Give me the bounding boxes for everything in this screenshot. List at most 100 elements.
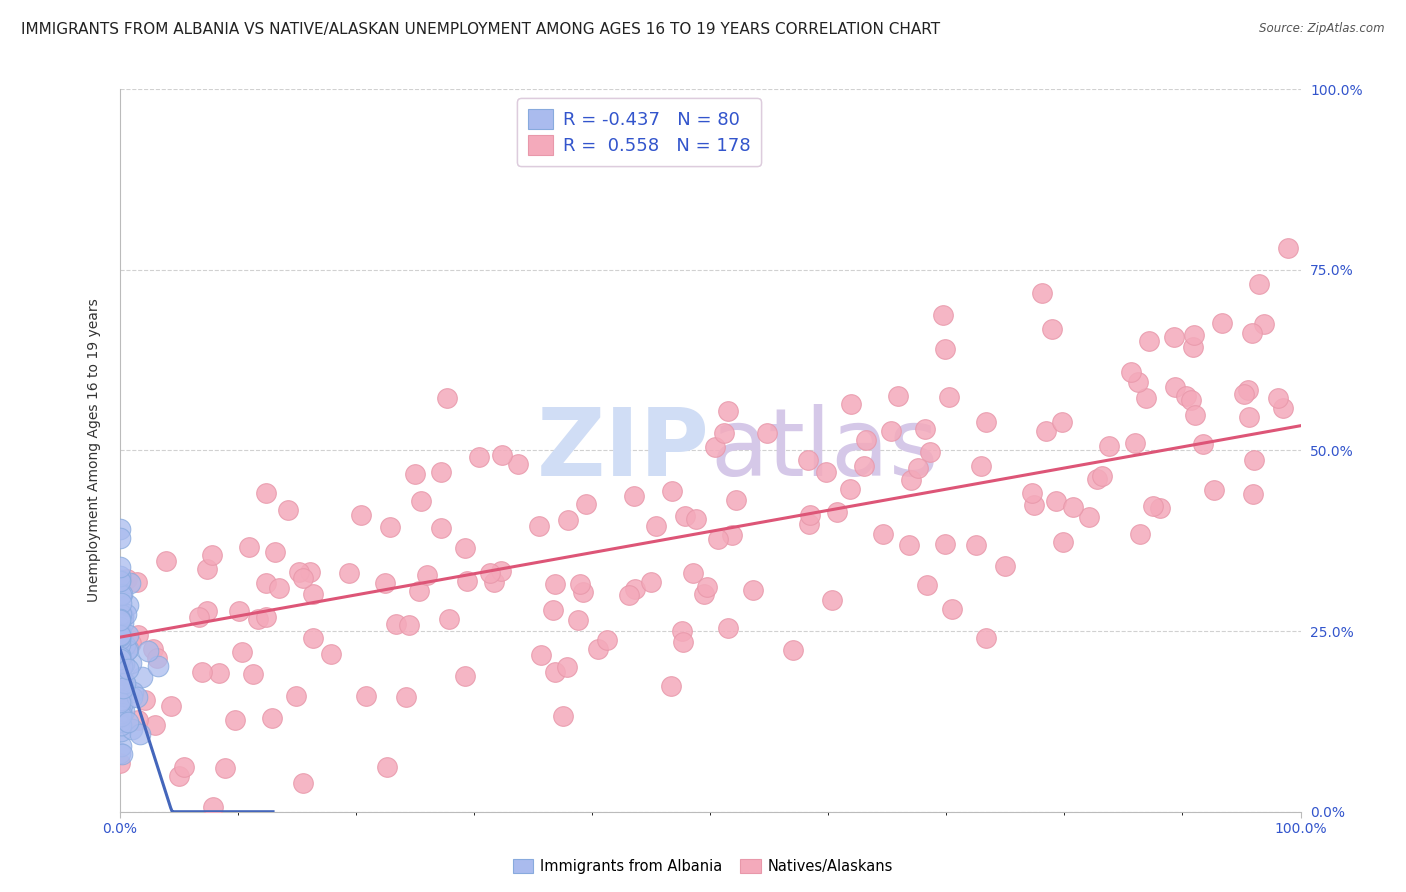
Point	[1050, 415, 1073, 429]
Point	[1031, 286, 1053, 301]
Point	[661, 483, 683, 498]
Point	[108, 675, 131, 690]
Point	[108, 756, 131, 771]
Point	[117, 628, 139, 642]
Point	[938, 390, 960, 404]
Point	[110, 665, 132, 680]
Point	[1128, 375, 1150, 389]
Point	[117, 714, 139, 729]
Point	[1191, 436, 1213, 450]
Point	[385, 616, 408, 631]
Point	[825, 504, 848, 518]
Point	[1247, 277, 1270, 291]
Point	[254, 610, 277, 624]
Point	[254, 576, 277, 591]
Point	[508, 457, 530, 471]
Point	[970, 459, 993, 474]
Point	[108, 651, 131, 665]
Point	[121, 722, 143, 736]
Point	[436, 391, 458, 405]
Point	[1121, 365, 1143, 379]
Point	[337, 566, 360, 580]
Point	[134, 693, 156, 707]
Point	[682, 566, 704, 581]
Point	[1253, 317, 1275, 331]
Point	[115, 572, 138, 586]
Point	[111, 681, 134, 695]
Point	[114, 676, 136, 690]
Point	[1021, 485, 1043, 500]
Point	[125, 690, 148, 704]
Point	[742, 582, 765, 597]
Point	[1184, 408, 1206, 422]
Point	[439, 612, 461, 626]
Point	[672, 635, 695, 649]
Point	[112, 608, 135, 623]
Point	[112, 657, 135, 672]
Point	[111, 674, 134, 689]
Point	[120, 657, 142, 671]
Point	[974, 415, 997, 429]
Point	[111, 658, 134, 673]
Point	[115, 643, 138, 657]
Point	[965, 538, 987, 552]
Point	[1085, 472, 1108, 486]
Point	[260, 710, 283, 724]
Point	[1182, 328, 1205, 343]
Point	[915, 578, 938, 592]
Point	[142, 642, 165, 657]
Point	[108, 683, 131, 698]
Point	[886, 389, 908, 403]
Point	[208, 665, 231, 680]
Point	[1045, 494, 1067, 508]
Point	[228, 604, 250, 618]
Point	[108, 628, 131, 642]
Point	[1164, 380, 1187, 394]
Point	[277, 502, 299, 516]
Point	[145, 650, 167, 665]
Point	[659, 680, 682, 694]
Point	[108, 695, 131, 709]
Point	[1123, 436, 1146, 450]
Point	[544, 665, 567, 679]
Point	[1267, 392, 1289, 406]
Point	[1142, 499, 1164, 513]
Point	[112, 704, 135, 718]
Point	[482, 575, 505, 590]
Point	[430, 465, 453, 479]
Point	[111, 659, 134, 673]
Point	[914, 422, 936, 436]
Point	[380, 520, 402, 534]
Point	[1077, 510, 1099, 524]
Point	[110, 723, 132, 738]
Point	[617, 588, 640, 602]
Point	[696, 580, 718, 594]
Point	[108, 671, 131, 685]
Point	[1149, 500, 1171, 515]
Point	[1035, 425, 1057, 439]
Text: IMMIGRANTS FROM ALBANIA VS NATIVE/ALASKAN UNEMPLOYMENT AMONG AGES 16 TO 19 YEARS: IMMIGRANTS FROM ALBANIA VS NATIVE/ALASKA…	[21, 22, 941, 37]
Point	[120, 576, 142, 591]
Point	[645, 518, 668, 533]
Point	[195, 604, 218, 618]
Point	[117, 642, 139, 657]
Point	[319, 647, 342, 661]
Point	[404, 467, 426, 482]
Point	[350, 508, 373, 523]
Point	[838, 482, 860, 496]
Point	[111, 706, 134, 721]
Point	[110, 718, 132, 732]
Point	[202, 799, 225, 814]
Point	[108, 648, 131, 663]
Point	[254, 486, 277, 500]
Point	[1202, 483, 1225, 498]
Point	[527, 519, 550, 533]
Point	[572, 585, 595, 599]
Point	[195, 562, 218, 576]
Point	[934, 342, 956, 356]
Point	[131, 670, 153, 684]
Point	[108, 574, 131, 588]
Point	[707, 533, 730, 547]
Point	[693, 587, 716, 601]
Point	[596, 633, 619, 648]
